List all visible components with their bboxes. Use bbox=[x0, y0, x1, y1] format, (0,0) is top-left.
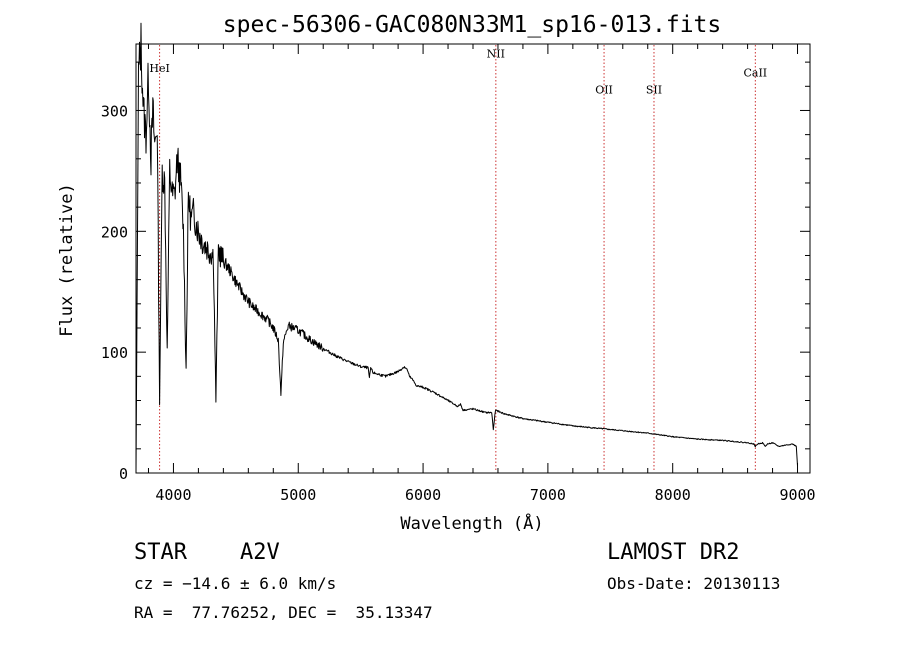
emission-lines-layer: HeI NII OII SII CaII bbox=[149, 45, 767, 472]
x-tick-label: 8000 bbox=[655, 486, 691, 504]
spectral-line-label: HeI bbox=[149, 62, 169, 75]
chart-title: spec-56306-GAC080N33M1_sp16-013.fits bbox=[223, 12, 722, 38]
redshift-text: cz = −14.6 ± 6.0 km/s bbox=[134, 574, 337, 593]
spectral-line-label: SII bbox=[646, 84, 662, 97]
data-layer bbox=[135, 22, 798, 474]
spectrum-line bbox=[135, 22, 798, 474]
x-tick-label: 4000 bbox=[155, 486, 191, 504]
spectral-subclass: A2V bbox=[240, 540, 280, 565]
x-tick-label: 7000 bbox=[530, 486, 566, 504]
x-axis-label: Wavelength (Å) bbox=[400, 512, 543, 534]
observation-date: Obs-Date: 20130113 bbox=[607, 574, 781, 593]
y-tick-label: 100 bbox=[101, 344, 128, 362]
y-tick-label: 300 bbox=[101, 102, 128, 120]
spectral-line-label: OII bbox=[595, 84, 613, 97]
y-tick-label: 0 bbox=[119, 465, 128, 483]
coordinates-text: RA = 77.76252, DEC = 35.13347 bbox=[134, 603, 433, 622]
object-class: STAR bbox=[134, 540, 187, 565]
spectral-line-label: CaII bbox=[743, 67, 767, 80]
axes-layer: 4000 5000 6000 7000 8000 9000 0 100 200 300 bbox=[101, 43, 816, 504]
survey-name: LAMOST DR2 bbox=[607, 540, 740, 565]
y-tick-label: 200 bbox=[101, 223, 128, 241]
x-tick-label: 6000 bbox=[405, 486, 441, 504]
x-tick-label: 5000 bbox=[280, 486, 316, 504]
y-axis-label: Flux (relative) bbox=[57, 183, 77, 337]
x-tick-label: 9000 bbox=[779, 486, 815, 504]
spectral-line-label: NII bbox=[487, 47, 505, 60]
